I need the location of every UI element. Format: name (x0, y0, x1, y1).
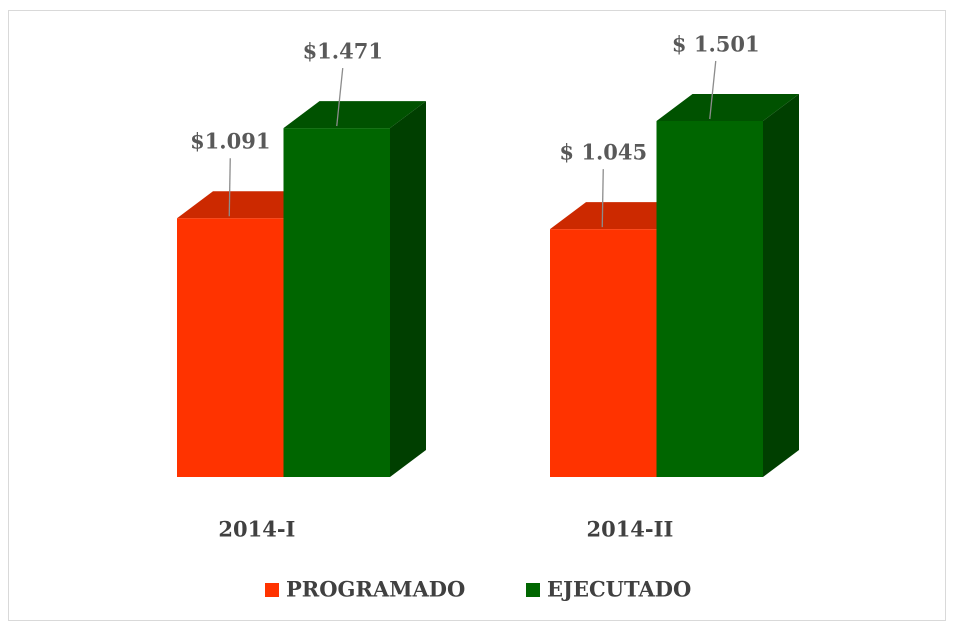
leader-line (601, 169, 604, 228)
bar (656, 121, 763, 477)
bar (283, 128, 390, 478)
bar-side (763, 94, 799, 477)
data-label: $ 1.501 (672, 32, 760, 57)
leader-line (709, 60, 717, 120)
bar (550, 229, 657, 477)
x-tick-label: 2014-II (586, 517, 673, 542)
bar-side (390, 101, 426, 477)
legend-swatch (526, 583, 540, 597)
data-label: $1.471 (303, 39, 383, 64)
legend-swatch (265, 583, 279, 597)
legend-label: PROGRAMADO (286, 577, 465, 602)
leader-line (336, 68, 344, 127)
bar-top (656, 94, 799, 121)
leader-line (228, 158, 231, 217)
x-tick-label: 2014-I (218, 517, 295, 542)
legend-label: EJECUTADO (547, 577, 691, 602)
bar-top (283, 101, 426, 129)
data-label: $ 1.045 (559, 140, 647, 165)
chart-frame (8, 10, 946, 621)
bar (177, 218, 284, 478)
data-label: $1.091 (190, 129, 270, 154)
